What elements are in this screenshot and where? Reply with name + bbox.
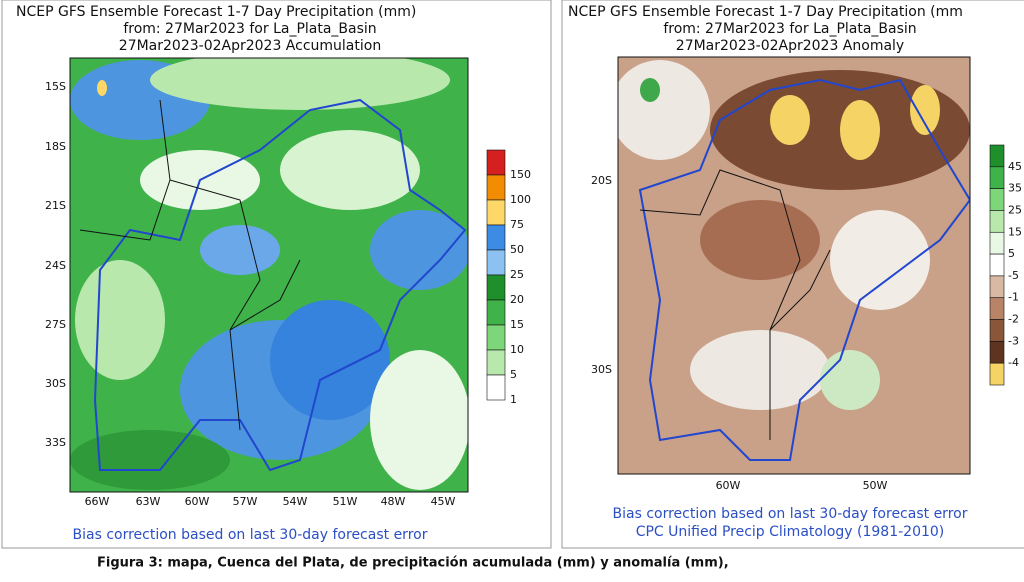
legend-label: -4 — [1008, 356, 1019, 369]
longitude-label: 54W — [283, 495, 308, 508]
legend-swatch — [486, 324, 506, 351]
legend-swatch — [486, 374, 506, 401]
longitude-label: 48W — [381, 495, 406, 508]
legend-label: -1 — [1008, 291, 1019, 304]
legend-label: -5 — [1008, 269, 1019, 282]
legend-label: 5 — [1008, 247, 1015, 260]
latitude-label: 33S — [45, 436, 66, 449]
latitude-label: 20S — [591, 174, 612, 187]
legend-label: 10 — [510, 343, 524, 356]
legend-swatch — [486, 149, 506, 176]
legend-swatch — [989, 275, 1005, 299]
latitude-label: 21S — [45, 199, 66, 212]
legend-label: 45 — [1008, 160, 1022, 173]
anomaly-map — [618, 57, 970, 474]
legend-swatch — [989, 144, 1005, 168]
legend-label: 15 — [1008, 225, 1022, 238]
legend-label: 20 — [510, 293, 524, 306]
legend-label: 1 — [510, 393, 517, 406]
map-title: from: 27Mar2023 for La_Plata_Basin — [663, 21, 916, 37]
legend-swatch — [486, 224, 506, 251]
longitude-label: 57W — [233, 495, 258, 508]
legend-label: 50 — [510, 243, 524, 256]
longitude-label: 45W — [431, 495, 456, 508]
legend-swatch — [989, 188, 1005, 211]
legend-label: 5 — [510, 368, 517, 381]
map-title: NCEP GFS Ensemble Forecast 1-7 Day Preci… — [568, 4, 963, 20]
legend-label: 35 — [1008, 182, 1022, 195]
legend-label: 75 — [510, 218, 524, 231]
longitude-label: 66W — [85, 495, 110, 508]
legend-swatch — [989, 341, 1005, 364]
latitude-label: 24S — [45, 259, 66, 272]
legend-label: 25 — [510, 268, 524, 281]
legend-label: 100 — [510, 193, 531, 206]
map-frame — [617, 56, 971, 475]
legend-label: 25 — [1008, 203, 1022, 216]
accumulation-map — [70, 58, 468, 492]
longitude-label: 50W — [863, 479, 888, 492]
legend-label: -3 — [1008, 334, 1019, 347]
legend-swatch — [486, 174, 506, 201]
legend-swatch — [486, 299, 506, 326]
map-frame — [69, 57, 469, 493]
latitude-label: 27S — [45, 318, 66, 331]
legend-swatch — [486, 349, 506, 376]
legend-swatch — [989, 319, 1005, 342]
left-panel-frame — [1, 0, 552, 549]
latitude-label: 18S — [45, 140, 66, 153]
legend-swatch — [486, 199, 506, 226]
legend-swatch — [989, 166, 1005, 189]
legend-swatch — [989, 297, 1005, 320]
legend-swatch — [486, 249, 506, 276]
longitude-label: 60W — [716, 479, 741, 492]
caption: Figura 3: mapa, Cuenca del Plata, de pre… — [97, 556, 729, 571]
footer-note: CPC Unified Precip Climatology (1981-201… — [636, 524, 945, 540]
legend-swatch — [989, 231, 1005, 255]
latitude-label: 15S — [45, 80, 66, 93]
map-title: from: 27Mar2023 for La_Plata_Basin — [123, 21, 376, 37]
map-title: 27Mar2023-02Apr2023 Accumulation — [119, 38, 381, 54]
longitude-label: 51W — [333, 495, 358, 508]
latitude-label: 30S — [45, 377, 66, 390]
longitude-label: 63W — [136, 495, 161, 508]
longitude-label: 60W — [185, 495, 210, 508]
footer-note: Bias correction based on last 30-day for… — [613, 506, 968, 522]
legend-swatch — [989, 210, 1005, 233]
legend-label: 15 — [510, 318, 524, 331]
right-panel-frame — [561, 0, 1024, 549]
legend-swatch — [486, 274, 506, 301]
footer-note: Bias correction based on last 30-day for… — [73, 527, 428, 543]
legend-swatch — [989, 253, 1005, 277]
legend-label: -2 — [1008, 313, 1019, 326]
latitude-label: 30S — [591, 363, 612, 376]
legend-label: 150 — [510, 168, 531, 181]
map-title: NCEP GFS Ensemble Forecast 1-7 Day Preci… — [16, 4, 416, 20]
map-title: 27Mar2023-02Apr2023 Anomaly — [676, 38, 904, 54]
legend-swatch — [989, 362, 1005, 386]
